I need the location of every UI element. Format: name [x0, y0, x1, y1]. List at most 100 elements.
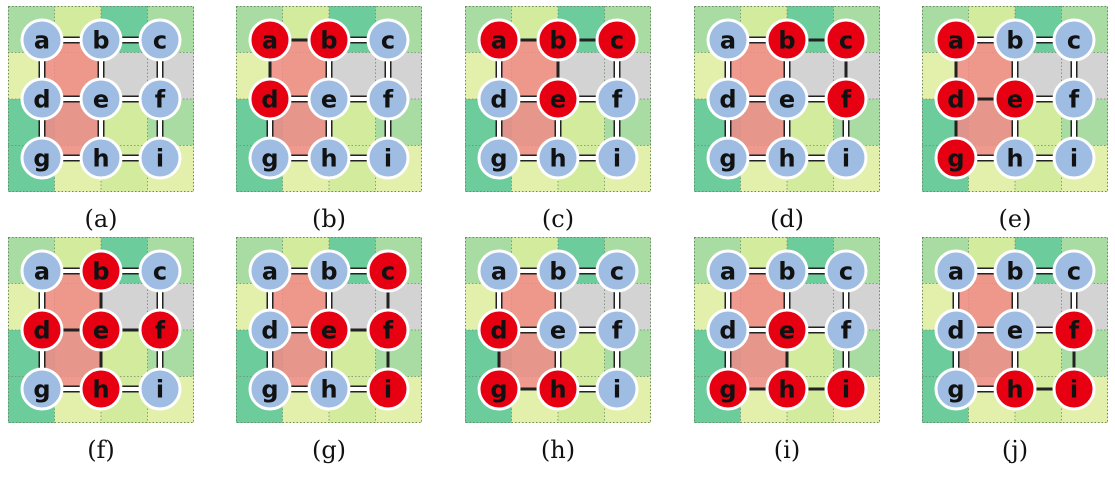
node-circle	[366, 308, 410, 352]
panel-h: a b c d e f g h i (h)	[465, 237, 651, 477]
node-label: a	[720, 27, 736, 55]
node-circle	[79, 18, 123, 62]
node-circle	[20, 249, 64, 293]
node-e: e	[79, 77, 123, 121]
node-circle	[536, 308, 580, 352]
node-circle	[536, 18, 580, 62]
node-circle	[307, 18, 351, 62]
node-label: a	[948, 258, 964, 286]
node-a: a	[706, 249, 750, 293]
node-label: i	[156, 145, 164, 173]
node-circle	[595, 249, 639, 293]
node-c: c	[595, 249, 639, 293]
node-label: g	[719, 145, 736, 173]
node-label: g	[490, 376, 507, 404]
node-circle	[824, 77, 868, 121]
node-circle	[934, 367, 978, 411]
node-label: e	[1007, 86, 1023, 114]
node-b: b	[765, 249, 809, 293]
node-circle	[595, 367, 639, 411]
node-circle	[706, 249, 750, 293]
node-label: h	[320, 376, 337, 404]
node-b: b	[79, 18, 123, 62]
node-circle	[307, 249, 351, 293]
node-g: g	[706, 136, 750, 180]
node-a: a	[934, 18, 978, 62]
node-b: b	[765, 18, 809, 62]
node-circle	[79, 249, 123, 293]
node-d: d	[20, 77, 64, 121]
node-circle	[1052, 77, 1096, 121]
node-h: h	[993, 367, 1037, 411]
node-label: b	[1006, 27, 1023, 55]
node-label: f	[383, 317, 394, 345]
node-b: b	[307, 18, 351, 62]
node-h: h	[79, 136, 123, 180]
panel-a: a b c d e f g h i (a)	[8, 6, 194, 246]
panel-caption: (c)	[541, 205, 575, 233]
node-label: a	[948, 27, 964, 55]
node-e: e	[307, 308, 351, 352]
node-label: i	[1070, 145, 1078, 173]
node-label: b	[778, 258, 795, 286]
node-f: f	[824, 308, 868, 352]
node-label: a	[262, 27, 278, 55]
node-label: b	[549, 258, 566, 286]
node-h: h	[536, 136, 580, 180]
node-e: e	[79, 308, 123, 352]
node-label: a	[491, 258, 507, 286]
node-b: b	[307, 249, 351, 293]
node-circle	[595, 136, 639, 180]
node-label: d	[719, 86, 736, 114]
grid-diagram-j: a b c d e f g h i	[922, 237, 1108, 423]
node-label: c	[381, 258, 395, 286]
node-circle	[536, 249, 580, 293]
node-label: h	[92, 145, 109, 173]
node-i: i	[1052, 367, 1096, 411]
node-f: f	[1052, 77, 1096, 121]
panel-d: a b c d e f g h i (d)	[694, 6, 880, 246]
node-label: c	[610, 258, 624, 286]
node-label: i	[384, 145, 392, 173]
node-label: f	[155, 86, 166, 114]
node-circle	[366, 77, 410, 121]
node-label: c	[153, 27, 167, 55]
node-h: h	[765, 367, 809, 411]
node-g: g	[477, 136, 521, 180]
node-label: a	[491, 27, 507, 55]
node-e: e	[536, 308, 580, 352]
node-h: h	[765, 136, 809, 180]
node-label: d	[261, 86, 278, 114]
node-label: g	[261, 145, 278, 173]
node-a: a	[248, 18, 292, 62]
node-label: b	[92, 27, 109, 55]
node-label: h	[549, 376, 566, 404]
node-a: a	[706, 18, 750, 62]
node-c: c	[366, 249, 410, 293]
panel-border	[8, 237, 194, 423]
node-d: d	[477, 308, 521, 352]
node-circle	[477, 308, 521, 352]
node-circle	[765, 18, 809, 62]
node-label: g	[33, 145, 50, 173]
node-label: h	[778, 145, 795, 173]
node-d: d	[706, 77, 750, 121]
node-label: b	[1006, 258, 1023, 286]
node-circle	[79, 136, 123, 180]
node-label: e	[1007, 317, 1023, 345]
node-label: i	[613, 145, 621, 173]
node-label: h	[320, 145, 337, 173]
panel-caption: (e)	[998, 205, 1032, 233]
node-circle	[307, 367, 351, 411]
node-i: i	[824, 136, 868, 180]
node-circle	[366, 249, 410, 293]
node-circle	[248, 308, 292, 352]
node-g: g	[248, 367, 292, 411]
node-circle	[477, 367, 521, 411]
node-c: c	[595, 18, 639, 62]
node-h: h	[307, 136, 351, 180]
panel-border	[922, 237, 1108, 423]
node-a: a	[20, 18, 64, 62]
node-circle	[824, 18, 868, 62]
